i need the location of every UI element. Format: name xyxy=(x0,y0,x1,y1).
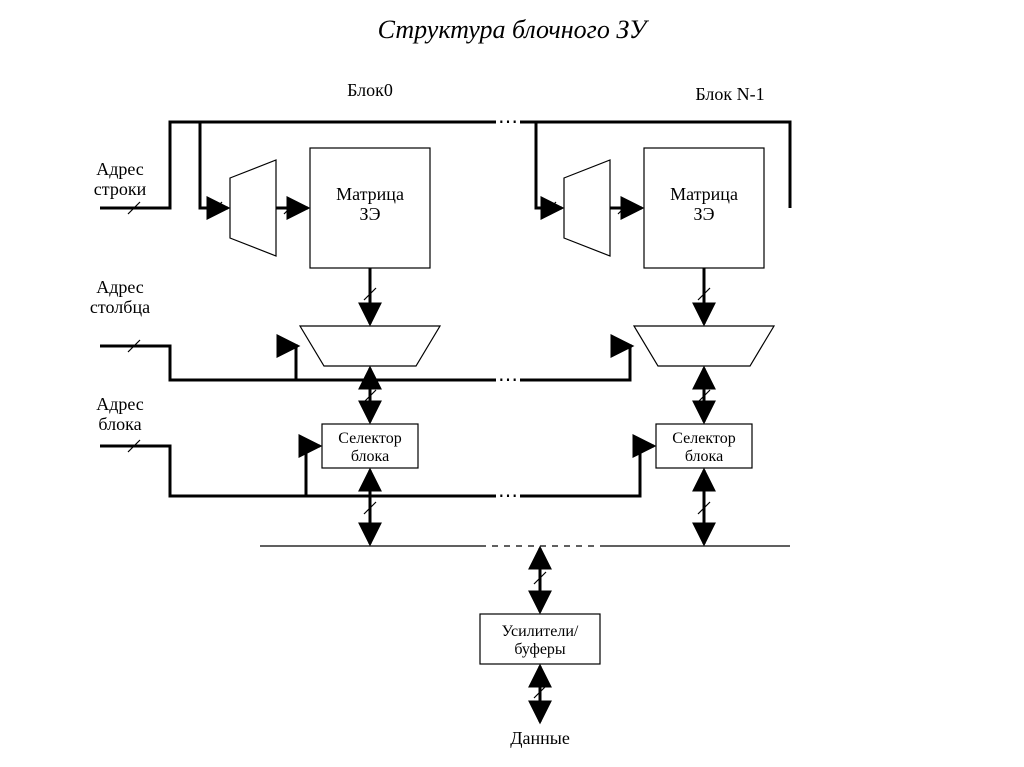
ellipsis-icon: ⋯ xyxy=(498,485,518,507)
col-addr-label-2: столбца xyxy=(90,297,150,317)
col-addr-to-mux0 xyxy=(296,346,298,380)
blk-addr-to-sel0 xyxy=(306,446,320,496)
col-addr-bus-right xyxy=(520,346,632,380)
matrixN-label-2: ЗЭ xyxy=(694,204,715,224)
decoderN xyxy=(564,160,610,256)
row-addr-label-2: строки xyxy=(94,179,147,199)
blockN-label: Блок N-1 xyxy=(695,84,764,104)
blk-addr-label-1: Адрес xyxy=(96,394,144,414)
amplifier-label-2: буферы xyxy=(514,641,566,658)
row-addr-to-dec0 xyxy=(200,122,228,208)
row-addr-to-decN xyxy=(536,122,562,208)
mux0 xyxy=(300,326,440,366)
row-addr-label-1: Адрес xyxy=(96,159,144,179)
matrix0-label-1: Матрица xyxy=(336,184,404,204)
blk-addr-bus xyxy=(100,446,496,496)
ellipsis-icon: ⋯ xyxy=(498,111,518,133)
selectorN-label-2: блока xyxy=(685,448,723,465)
decoder0 xyxy=(230,160,276,256)
col-addr-label-1: Адрес xyxy=(96,277,144,297)
diagram-canvas: Структура блочного ЗУ Блок0 Блок N-1 Адр… xyxy=(0,0,1024,767)
row-addr-bus xyxy=(100,122,496,208)
selectorN-label-1: Селектор xyxy=(672,430,735,447)
row-addr-bus-right xyxy=(520,122,790,208)
block0-label: Блок0 xyxy=(347,80,393,100)
selector0-label-1: Селектор xyxy=(338,430,401,447)
selector0-label-2: блока xyxy=(351,448,389,465)
muxN xyxy=(634,326,774,366)
matrix0-label-2: ЗЭ xyxy=(360,204,381,224)
ellipsis-icon: ⋯ xyxy=(498,369,518,391)
blk-addr-label-2: блока xyxy=(98,414,141,434)
page-title: Структура блочного ЗУ xyxy=(378,15,650,44)
col-addr-bus xyxy=(100,346,496,380)
blk-addr-bus-right xyxy=(520,446,654,496)
matrixN-label-1: Матрица xyxy=(670,184,738,204)
data-label: Данные xyxy=(510,728,570,748)
amplifier-label-1: Усилители/ xyxy=(502,623,579,640)
